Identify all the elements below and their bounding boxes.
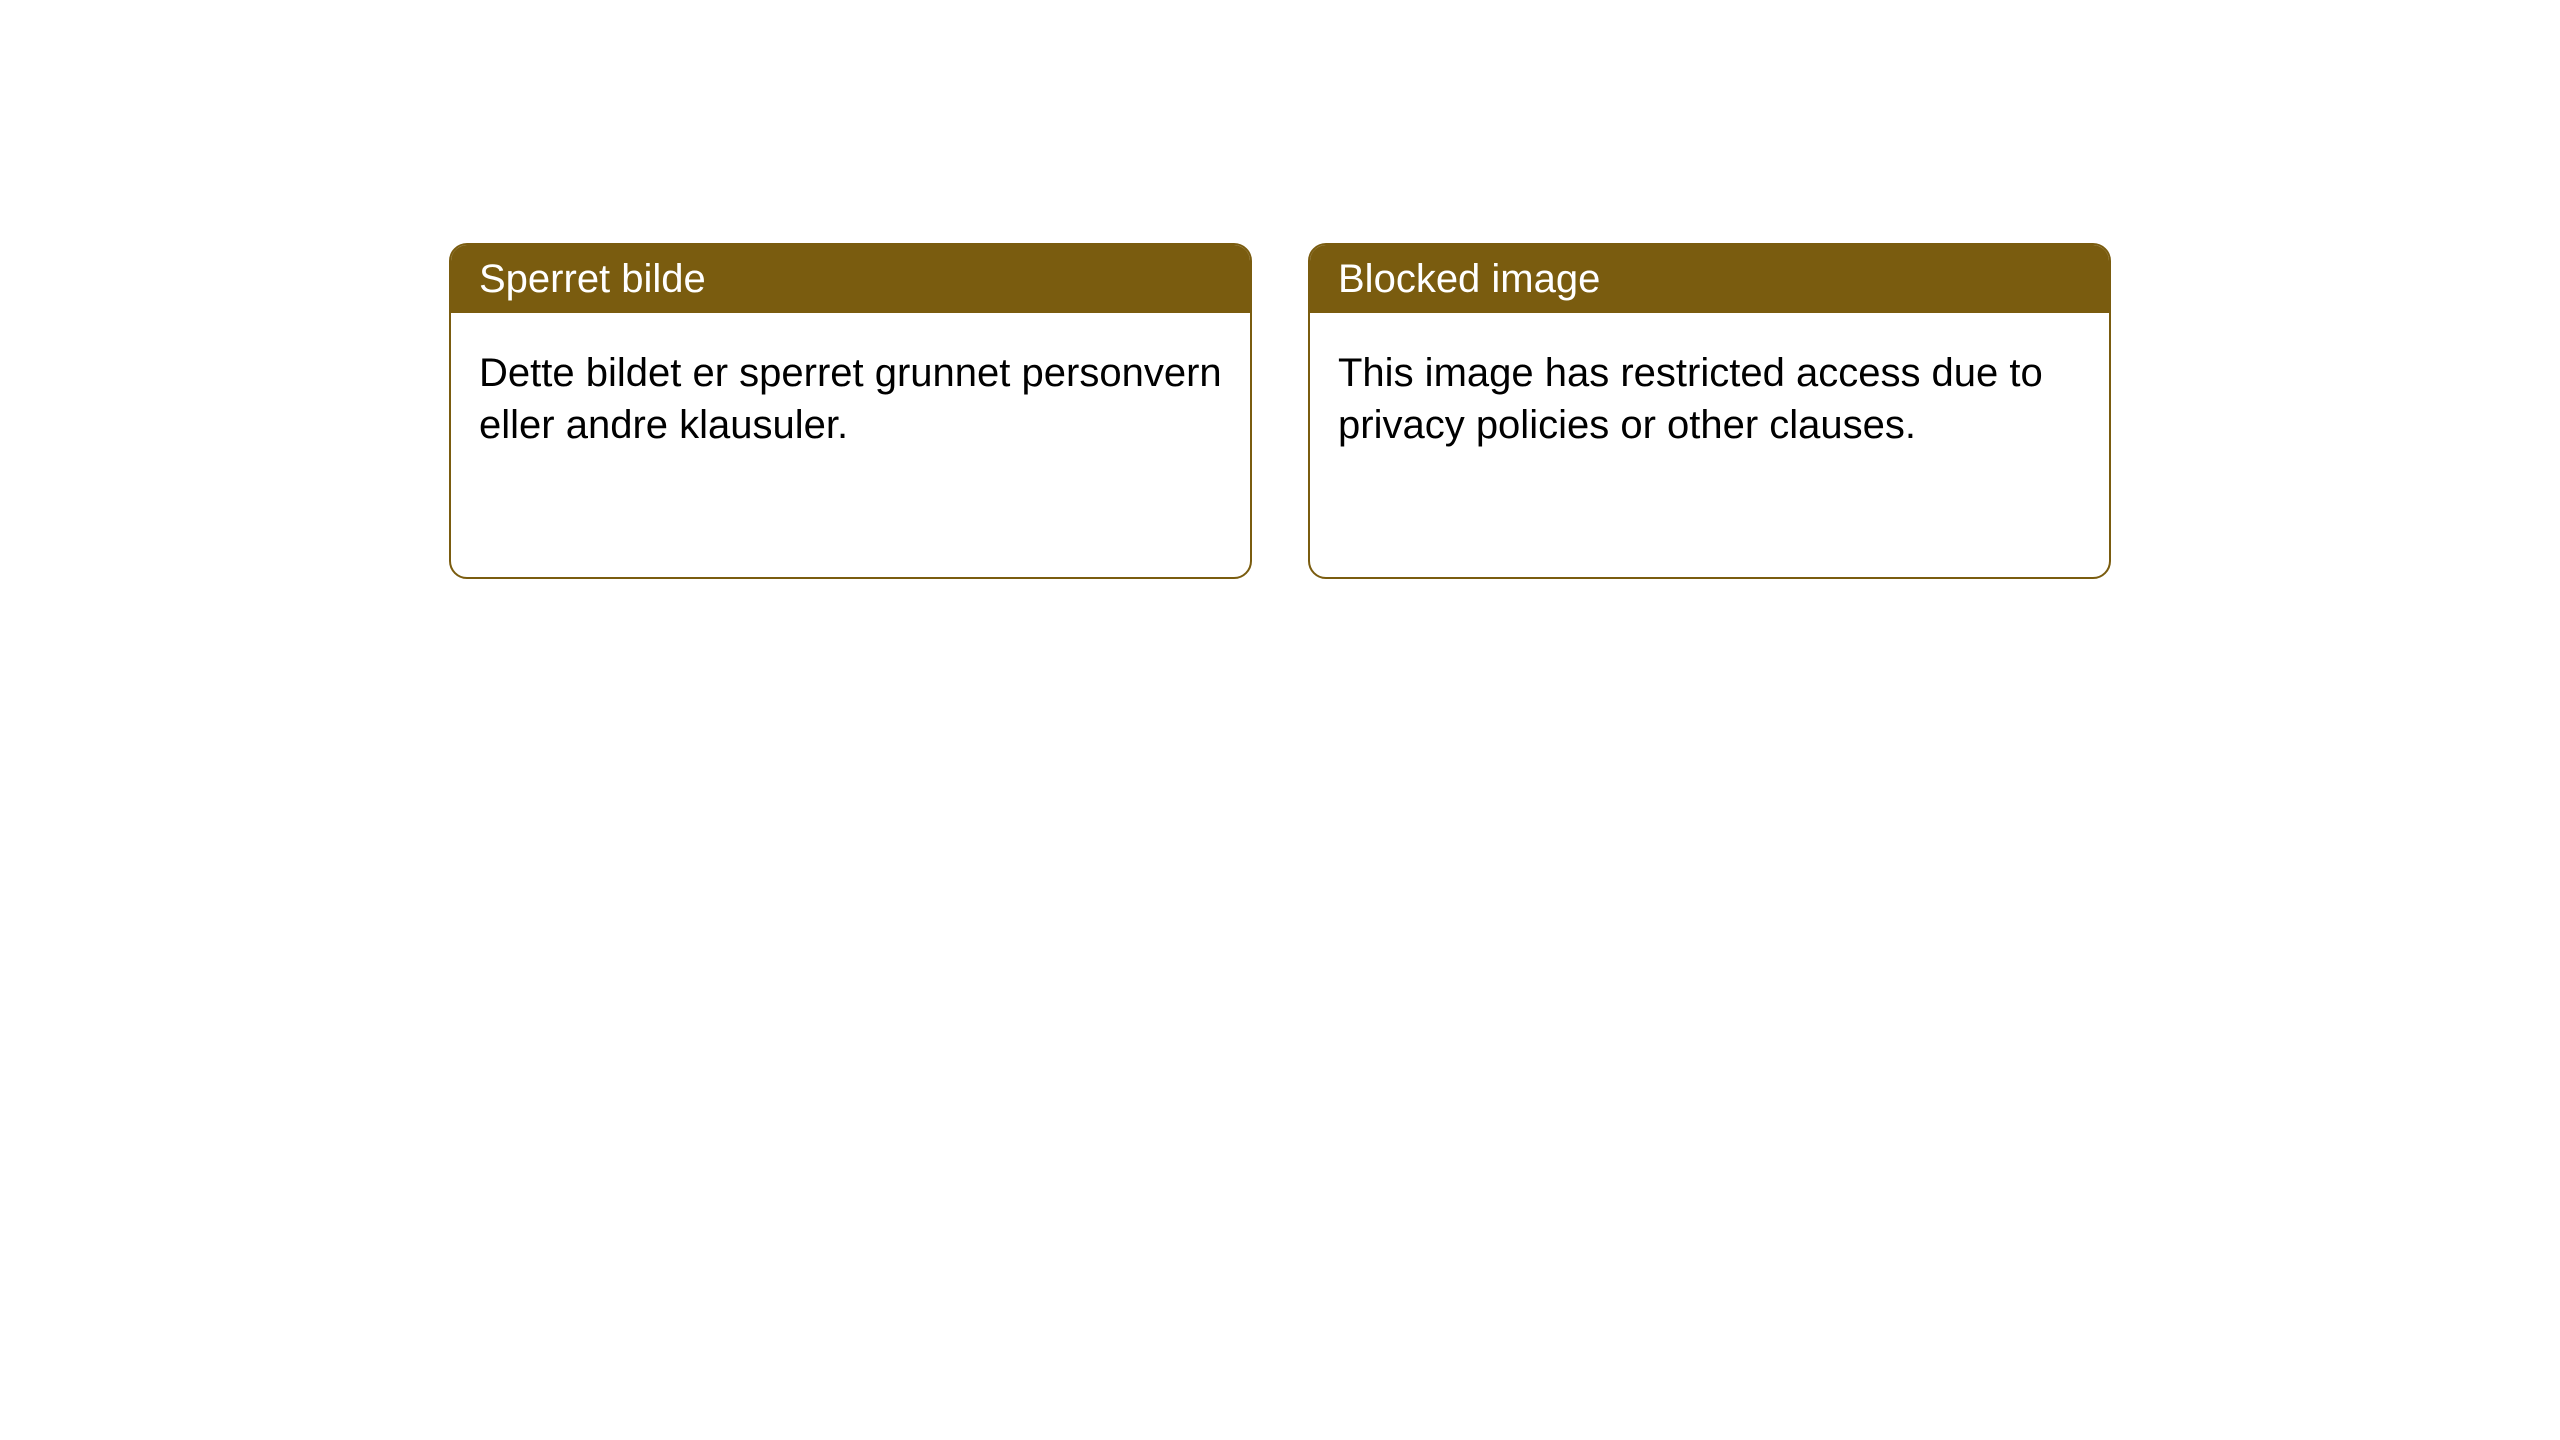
notice-title-english: Blocked image <box>1310 245 2109 313</box>
notice-card-english: Blocked image This image has restricted … <box>1308 243 2111 579</box>
notice-body-norwegian: Dette bildet er sperret grunnet personve… <box>451 313 1250 485</box>
notice-card-norwegian: Sperret bilde Dette bildet er sperret gr… <box>449 243 1252 579</box>
notice-title-norwegian: Sperret bilde <box>451 245 1250 313</box>
notice-container: Sperret bilde Dette bildet er sperret gr… <box>0 0 2560 579</box>
notice-body-english: This image has restricted access due to … <box>1310 313 2109 485</box>
